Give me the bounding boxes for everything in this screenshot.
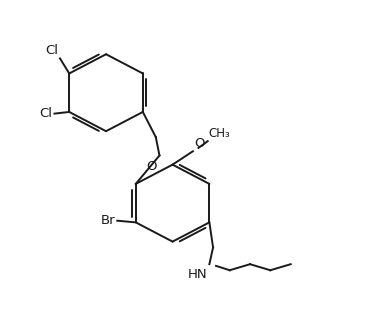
Text: O: O <box>146 161 157 173</box>
Text: CH₃: CH₃ <box>209 127 230 140</box>
Text: Cl: Cl <box>45 44 58 57</box>
Text: Cl: Cl <box>40 107 53 120</box>
Text: Br: Br <box>101 214 115 227</box>
Text: O: O <box>194 137 204 150</box>
Text: HN: HN <box>188 267 207 281</box>
